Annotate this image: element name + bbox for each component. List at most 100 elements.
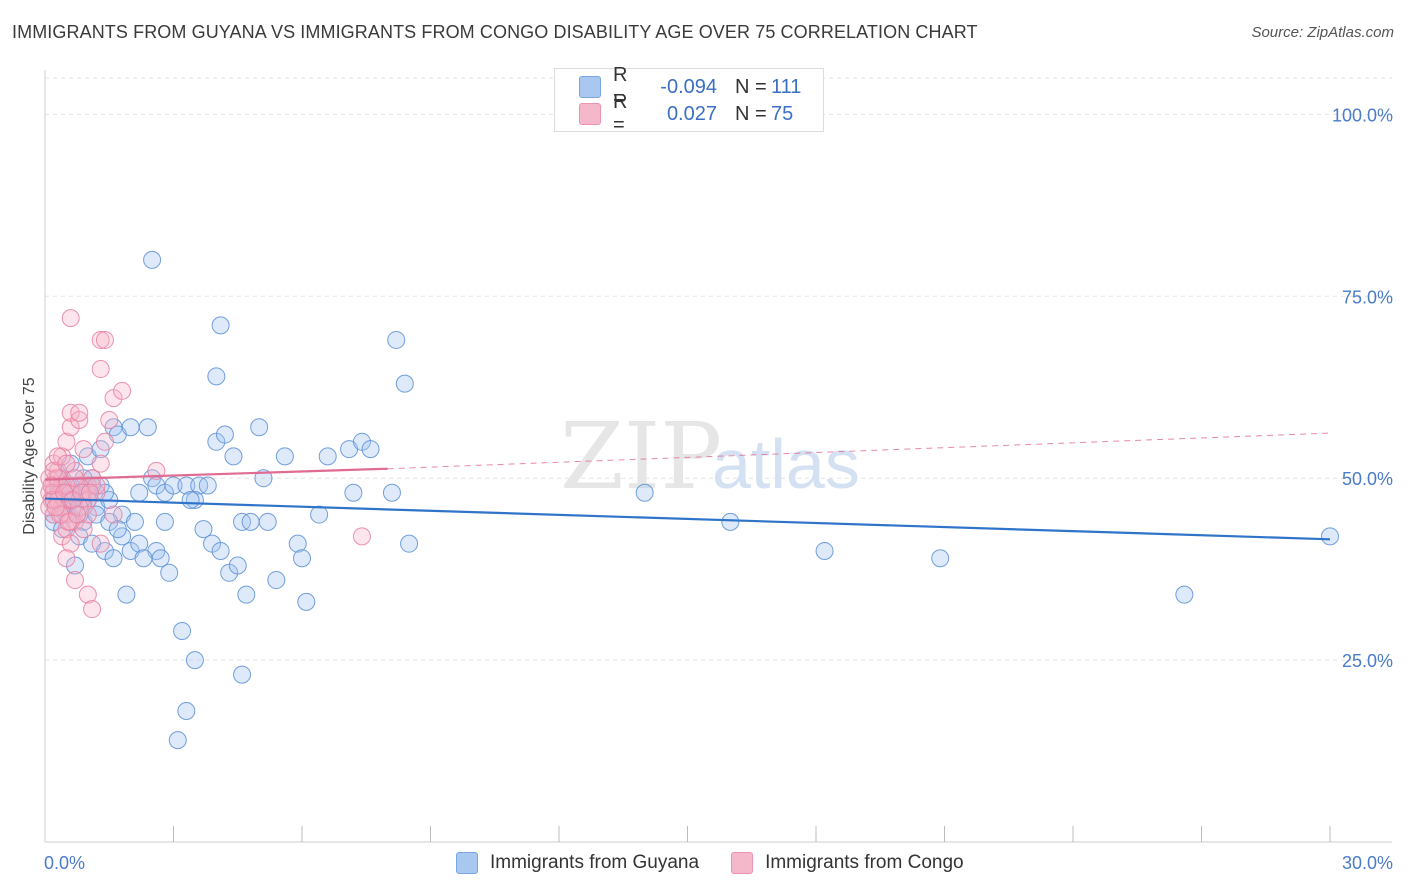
data-point: [198, 476, 217, 495]
data-point: [250, 418, 269, 437]
data-point: [57, 454, 76, 473]
trend-line: [44, 497, 1331, 541]
data-point: [177, 476, 196, 495]
data-point: [254, 469, 273, 488]
data-point: [65, 571, 84, 590]
legend-r-label: R =: [613, 64, 628, 109]
data-point: [194, 520, 213, 539]
data-point: [134, 549, 153, 568]
data-point: [310, 505, 329, 524]
data-point: [104, 505, 123, 524]
data-point: [173, 621, 192, 640]
data-point: [91, 360, 110, 379]
data-point: [61, 534, 80, 553]
legend-swatch-congo: [579, 103, 601, 125]
data-point: [177, 702, 196, 721]
data-point: [151, 549, 170, 568]
legend-r-value: 0.027: [666, 102, 717, 125]
data-point: [61, 309, 80, 328]
data-point: [400, 534, 419, 553]
series-label-congo: Immigrants from Congo: [765, 852, 964, 873]
data-point: [164, 476, 183, 495]
data-point: [1321, 527, 1339, 546]
data-point: [168, 731, 187, 750]
data-point: [108, 520, 127, 539]
data-point: [228, 556, 247, 575]
data-point: [721, 512, 740, 531]
data-point: [815, 541, 834, 560]
data-point: [125, 512, 144, 531]
y-tick-label: 50.0%: [1342, 469, 1393, 489]
data-point: [74, 440, 93, 459]
data-point: [46, 498, 65, 517]
data-point: [130, 534, 149, 553]
series-legend: Immigrants from Guyana Immigrants from C…: [456, 852, 996, 874]
data-point: [318, 447, 337, 466]
data-points: [40, 250, 1339, 750]
data-point: [91, 330, 110, 349]
data-point: [80, 483, 99, 502]
data-point: [138, 418, 157, 437]
source-label: Source: ZipAtlas.com: [1251, 24, 1394, 41]
data-point: [931, 549, 950, 568]
data-point: [91, 454, 110, 473]
data-point: [344, 483, 363, 502]
data-point: [95, 330, 114, 349]
legend-row-guyana: R = -0.094 N = 111: [579, 64, 802, 109]
data-point: [211, 541, 230, 560]
data-point: [143, 250, 162, 269]
data-point: [100, 410, 119, 429]
data-point: [104, 549, 123, 568]
data-point: [181, 491, 200, 510]
data-point: [293, 549, 311, 568]
data-point: [211, 316, 230, 335]
data-point: [382, 483, 401, 502]
y-axis-label: Disability Age Over 75: [21, 377, 38, 535]
data-point: [297, 592, 316, 611]
series-swatch-congo: [731, 852, 754, 874]
series-legend-guyana[interactable]: Immigrants from Guyana: [456, 852, 699, 874]
trend-line-extension: [387, 432, 1331, 470]
series-congo: [40, 309, 371, 619]
data-point: [78, 505, 97, 524]
data-point: [57, 549, 76, 568]
data-point: [361, 440, 380, 459]
y-tick-label: 25.0%: [1342, 651, 1393, 671]
data-point: [78, 585, 97, 604]
trend-lines: [44, 432, 1331, 541]
data-point: [387, 330, 406, 349]
x-tick-label: 30.0%: [1342, 853, 1393, 873]
axes: [44, 70, 1392, 843]
legend-swatch-guyana: [579, 76, 601, 98]
data-point: [1175, 585, 1194, 604]
data-point: [215, 425, 234, 444]
trend-line: [44, 467, 388, 481]
data-point: [83, 600, 102, 619]
data-point: [121, 418, 140, 437]
correlation-legend: R = -0.094 N = 111 R = 0.027 N = 75: [554, 64, 824, 136]
data-point: [160, 563, 179, 582]
data-point: [241, 512, 260, 531]
legend-row-congo: R = 0.027 N = 75: [579, 91, 794, 136]
data-point: [113, 381, 132, 400]
legend-n-value: 111: [771, 75, 802, 98]
series-label-guyana: Immigrants from Guyana: [490, 852, 700, 873]
gridlines: [45, 77, 1392, 661]
data-point: [68, 505, 87, 524]
data-point: [130, 483, 149, 502]
data-point: [258, 512, 277, 531]
data-point: [267, 571, 286, 590]
series-legend-congo[interactable]: Immigrants from Congo: [731, 852, 964, 874]
watermark-atlas: atlas: [712, 425, 860, 503]
legend-n-value: 75: [771, 102, 794, 125]
data-point: [275, 447, 294, 466]
data-point: [70, 410, 89, 429]
data-point: [352, 527, 371, 546]
data-point: [57, 432, 76, 451]
data-point: [185, 651, 204, 670]
watermark-zip: ZIP: [560, 403, 722, 510]
data-point: [70, 403, 89, 422]
legend-n-label: N =: [735, 75, 767, 98]
data-point: [155, 512, 174, 531]
